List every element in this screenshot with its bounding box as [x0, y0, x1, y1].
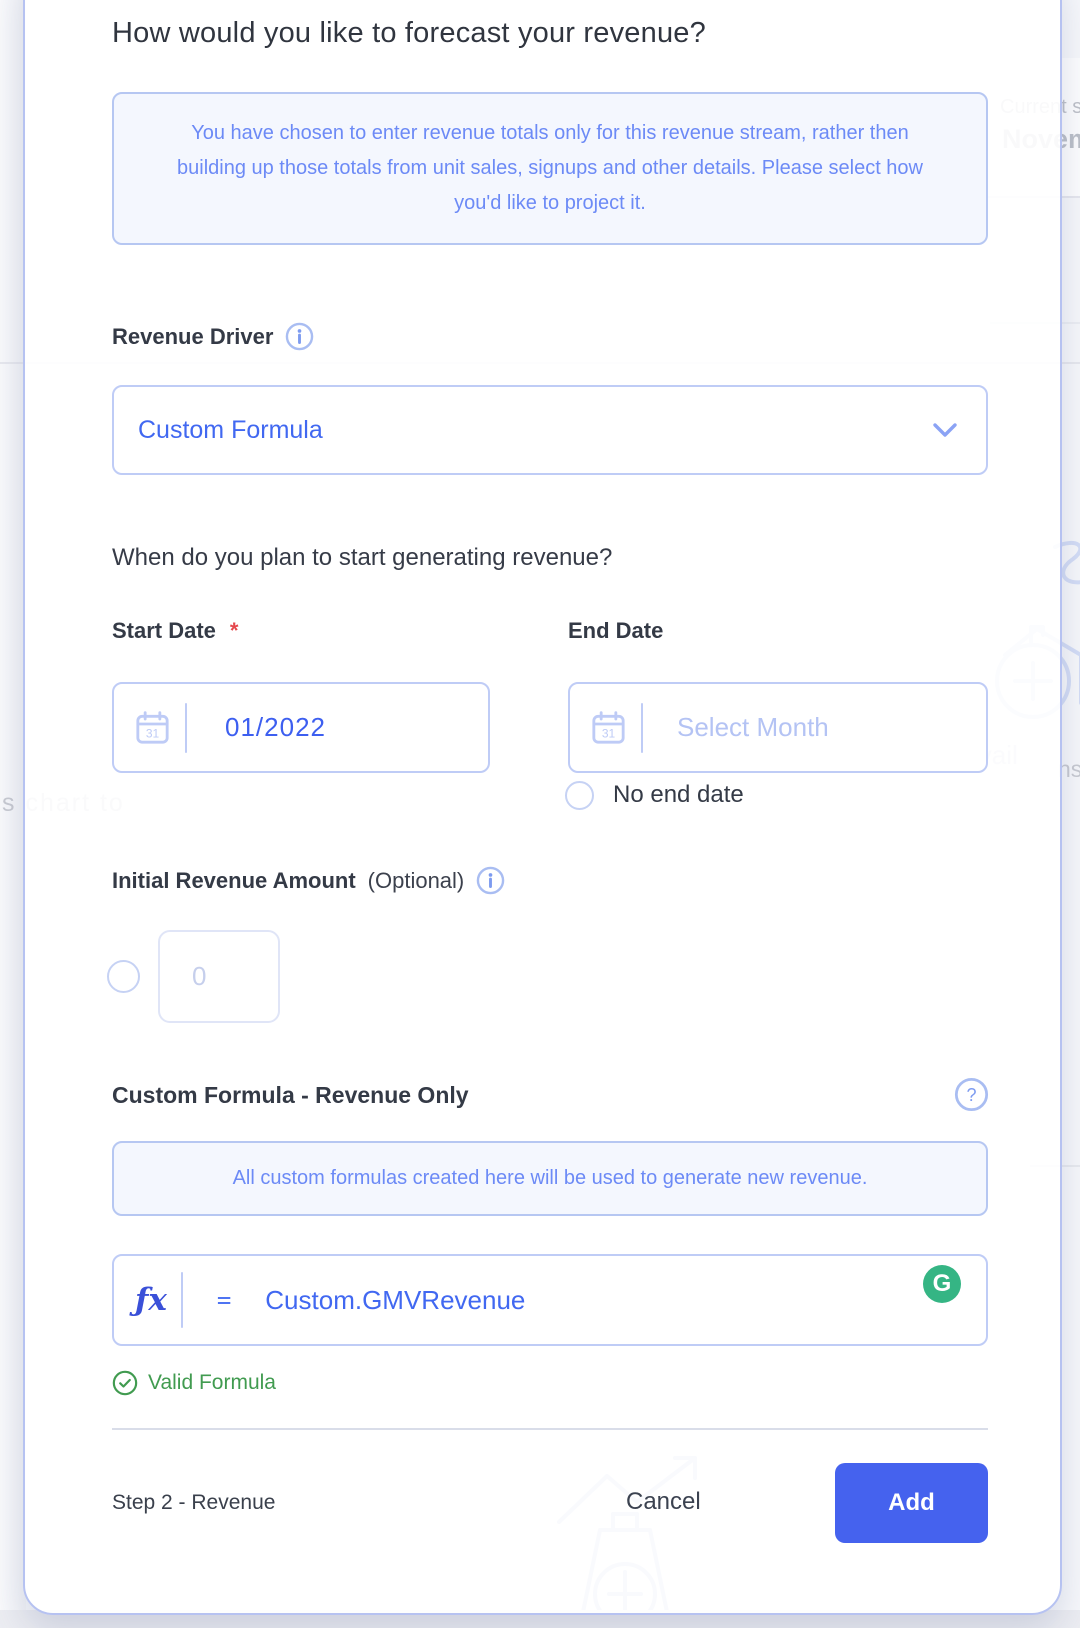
formula-value: Custom.GMVRevenue: [265, 1284, 526, 1315]
end-date-label: End Date: [568, 618, 663, 644]
info-icon[interactable]: [476, 866, 505, 895]
input-divider: [641, 702, 643, 753]
optional-text: (Optional): [367, 867, 465, 893]
modal-title: How would you like to forecast your reve…: [112, 17, 706, 49]
end-date-placeholder: Select Month: [677, 712, 829, 742]
footer-divider: [112, 1428, 988, 1430]
check-circle-icon: [112, 1370, 138, 1396]
valid-formula-status: Valid Formula: [112, 1370, 276, 1396]
start-date-label: Start Date *: [112, 618, 238, 644]
svg-text:31: 31: [146, 726, 160, 740]
valid-formula-label: Valid Formula: [148, 1371, 276, 1394]
calendar-icon: 31: [588, 708, 629, 748]
info-icon[interactable]: [285, 322, 314, 351]
revenue-info-banner: You have chosen to enter revenue totals …: [112, 92, 988, 245]
required-asterisk: *: [229, 618, 239, 643]
custom-formula-heading: Custom Formula - Revenue Only: [112, 1082, 469, 1108]
revenue-driver-label-text: Revenue Driver: [112, 323, 274, 349]
initial-revenue-placeholder: 0: [192, 961, 207, 991]
revenue-driver-select[interactable]: Custom Formula: [112, 385, 988, 475]
chevron-down-icon: [930, 419, 960, 441]
initial-revenue-label-text: Initial Revenue Amount: [112, 867, 356, 893]
start-date-value: 01/2022: [225, 712, 326, 742]
start-date-label-text: Start Date: [112, 618, 216, 643]
grammarly-icon[interactable]: G: [923, 1265, 961, 1303]
no-end-date-radio[interactable]: [565, 781, 594, 810]
end-date-label-text: End Date: [568, 618, 664, 643]
equals-sign: =: [216, 1286, 232, 1314]
help-icon[interactable]: ?: [954, 1077, 989, 1112]
step-indicator: Step 2 - Revenue: [112, 1491, 276, 1514]
input-divider: [180, 1272, 183, 1328]
start-date-input[interactable]: 31 01/2022: [112, 682, 490, 773]
revenue-driver-label: Revenue Driver: [112, 322, 314, 351]
initial-revenue-input[interactable]: 0: [158, 930, 280, 1023]
initial-revenue-label: Initial Revenue Amount (Optional): [112, 866, 505, 895]
no-end-date-label: No end date: [613, 781, 744, 808]
svg-text:?: ?: [966, 1085, 976, 1105]
formula-input[interactable]: ƒx = Custom.GMVRevenue: [112, 1254, 988, 1346]
input-divider: [185, 702, 187, 753]
initial-revenue-radio[interactable]: [107, 960, 140, 993]
revenue-driver-value: Custom Formula: [138, 415, 323, 444]
svg-text:31: 31: [602, 726, 616, 740]
start-question: When do you plan to start generating rev…: [112, 544, 613, 571]
cancel-button[interactable]: Cancel: [626, 1488, 701, 1515]
fx-icon: ƒx: [135, 1282, 167, 1318]
calendar-icon: 31: [132, 708, 173, 748]
add-button[interactable]: Add: [835, 1463, 988, 1543]
end-date-input[interactable]: 31 Select Month: [568, 682, 988, 773]
custom-formula-info-banner: All custom formulas created here will be…: [112, 1141, 988, 1216]
